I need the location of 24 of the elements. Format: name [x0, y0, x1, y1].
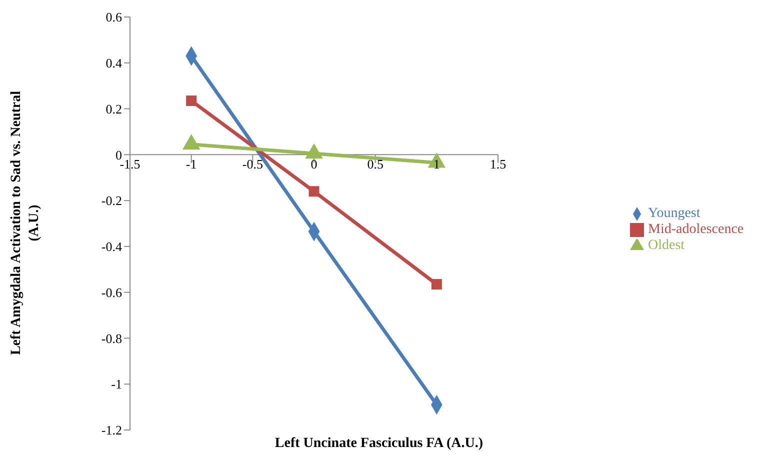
point	[186, 96, 197, 106]
y-tick-label: 0.2	[106, 101, 122, 116]
y-axis-title: Left Amygdala Activation to Sad vs. Neutral (A.U.)	[8, 90, 43, 358]
y-tick-label: -0.8	[101, 330, 122, 346]
y-tick-label: -1.2	[101, 422, 122, 438]
point	[308, 186, 320, 197]
x-axis-title: Left Uncinate Fasciculus FA (A.U.)	[274, 436, 484, 452]
x-tick-label: -1	[186, 156, 197, 172]
x-tick-label: 1.5	[490, 156, 506, 172]
y-tick-label: -0.4	[101, 239, 122, 254]
x-tick-label: 0.5	[367, 156, 384, 172]
y-tick-label: 0	[116, 147, 122, 162]
legend-label: Mid-adolescence	[648, 222, 744, 237]
legend-label: Youngest	[648, 206, 700, 221]
point	[431, 279, 442, 290]
x-tick-label: 1	[433, 156, 440, 172]
y-tick-label: -1	[111, 376, 122, 392]
y-tick-label: 0.4	[106, 56, 122, 71]
y-tick-label: -0.2	[101, 193, 122, 208]
legend-label: Oldest	[648, 238, 685, 253]
x-tick-label: 0	[310, 156, 318, 172]
y-tick-label: -0.6	[101, 284, 122, 300]
x-tick-label: -0.5	[242, 156, 263, 172]
y-tick-label: 0.6	[106, 10, 122, 25]
